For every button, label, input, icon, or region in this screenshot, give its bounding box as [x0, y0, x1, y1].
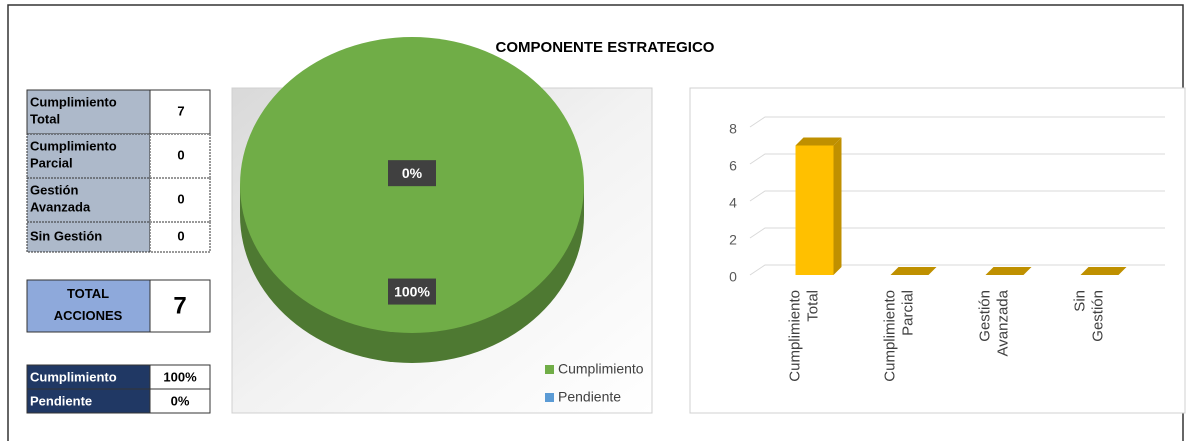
summary-label: Pendiente [30, 393, 92, 408]
y-tick-label: 2 [729, 232, 737, 248]
y-tick-label: 4 [729, 195, 737, 211]
x-tick-label: GestiónAvanzada [976, 289, 1011, 356]
summary-value: 100% [163, 369, 197, 384]
row-label: Cumplimiento Parcial [30, 139, 117, 171]
bar-panel [689, 87, 1186, 414]
legend-label: Cumplimiento [558, 361, 644, 377]
grid-line [749, 116, 1165, 128]
title: COMPONENTE ESTRATEGICO [496, 39, 715, 56]
grid-line [749, 153, 1165, 165]
row-value: 0 [177, 147, 184, 162]
grid-line [749, 190, 1165, 202]
total-value-cell [149, 279, 211, 333]
summary-label: Cumplimiento [30, 369, 117, 384]
pie-chart: 100% Cumplimiento 0% Pendiente [240, 37, 644, 405]
bar-top [1080, 267, 1127, 275]
x-tick-label: CumplimientoTotal [786, 290, 821, 382]
legend-swatch [545, 365, 554, 374]
y-tick-label: 6 [729, 158, 737, 174]
bar-top [890, 267, 937, 275]
grid-line [749, 264, 1165, 276]
value-cell [149, 133, 211, 179]
grid-line [749, 227, 1165, 239]
row-value: 7 [177, 103, 184, 118]
bar [795, 145, 834, 275]
y-tick-label: 0 [729, 269, 737, 285]
total-label: TOTAL ACCIONES [54, 286, 123, 323]
value-cell [149, 221, 211, 253]
y-tick-label: 8 [729, 121, 737, 137]
x-tick-label: CumplimientoParcial [881, 290, 916, 382]
data-label: 0% [402, 165, 423, 181]
row-value: 0 [177, 228, 184, 243]
legend-swatch [545, 393, 554, 402]
x-tick-label: SinGestión [1071, 290, 1106, 342]
bar-side [833, 137, 842, 275]
summary-label-cell [26, 388, 151, 414]
row-label: Gestión Avanzada [30, 183, 91, 215]
row-value: 0 [177, 191, 184, 206]
summary-label-cell [26, 364, 151, 390]
legend-label: Pendiente [558, 389, 621, 405]
row-label: Cumplimiento Total [30, 95, 117, 127]
label-cell [26, 89, 151, 135]
data-label-box [388, 160, 436, 187]
bar-chart: 0 2 4 6 8 CumplimientoTotal CumplimientoParcia… [729, 116, 1165, 382]
summary-value-cell [149, 388, 211, 414]
tables: Cumplimiento Total 7 Cumplimiento Parcial 0 Ge… [26, 89, 211, 414]
row-label: Sin Gestión [30, 228, 102, 243]
total-value: 7 [173, 292, 186, 319]
total-label-cell [26, 279, 151, 333]
data-label: 100% [394, 283, 430, 299]
bar-top [985, 267, 1032, 275]
bar-top [795, 137, 842, 146]
summary-value-cell [149, 364, 211, 390]
summary-value: 0% [171, 393, 190, 408]
data-label-box [388, 278, 436, 305]
